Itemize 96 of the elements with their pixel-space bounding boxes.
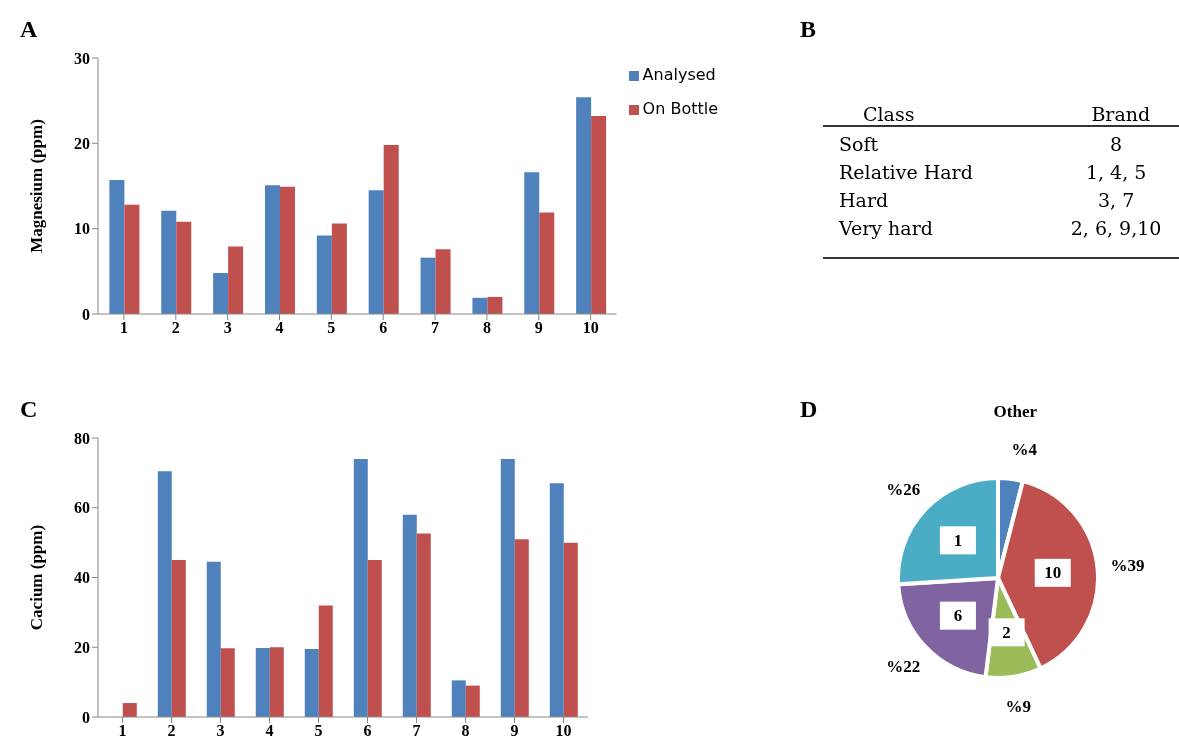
bar [206, 561, 221, 717]
bar [576, 97, 592, 314]
bar [161, 210, 177, 314]
bar [213, 273, 229, 314]
bar [383, 145, 399, 314]
bar [353, 458, 368, 717]
slice-label: 2 [1002, 622, 1011, 642]
bar [420, 257, 436, 314]
bar [304, 648, 319, 717]
bar [279, 186, 295, 314]
y-tick-label: 80 [74, 429, 90, 447]
slice-label: 10 [1044, 563, 1062, 583]
x-tick-label: 2 [171, 319, 180, 337]
bar [416, 533, 431, 717]
bar [171, 560, 186, 717]
bar [122, 703, 137, 717]
chart-title: A [20, 16, 38, 43]
y-tick-label: 0 [82, 708, 90, 726]
y-tick-label: 60 [74, 499, 90, 517]
x-tick-label: 5 [314, 722, 323, 740]
data-label: %22 [886, 657, 921, 677]
legend-label: On Bottle [642, 99, 718, 118]
x-tick-label: 9 [534, 319, 543, 337]
x-tick-label: 7 [431, 319, 440, 337]
chart-title: C [20, 396, 38, 423]
y-axis-title: Cacium (ppm) [27, 524, 47, 631]
x-tick-label: 6 [363, 722, 372, 740]
slice-label: Other [993, 401, 1038, 421]
bar [563, 542, 578, 717]
x-tick-label: 8 [461, 722, 470, 740]
x-tick-label: 1 [118, 722, 127, 740]
text: B [800, 16, 817, 43]
slice-label: 1 [953, 530, 963, 550]
legend-label: Analysed [642, 65, 716, 84]
bar [228, 246, 244, 314]
x-tick-label: 4 [265, 722, 274, 740]
text: 3, 7 [1096, 189, 1136, 211]
bar [220, 648, 235, 717]
bar [472, 297, 488, 314]
x-tick-label: 8 [482, 319, 491, 337]
text: Soft [838, 133, 880, 155]
x-tick-label: 10 [582, 319, 599, 337]
y-axis-title: Magnesium (ppm) [27, 119, 47, 253]
x-tick-label: 10 [555, 722, 572, 740]
y-tick-label: 30 [74, 49, 90, 67]
slice-label: 6 [953, 606, 963, 626]
text: 1, 4, 5 [1084, 161, 1148, 183]
x-tick-label: 4 [275, 319, 284, 337]
y-tick-label: 0 [82, 305, 90, 323]
bar [514, 539, 529, 717]
bar [318, 605, 333, 717]
text: Class [862, 103, 916, 125]
y-tick-label: 40 [74, 569, 90, 587]
y-tick-label: 20 [74, 638, 90, 656]
text: Relative Hard [838, 161, 974, 183]
bar [368, 190, 384, 314]
x-tick-label: 6 [379, 319, 388, 337]
bar [269, 647, 284, 717]
bar [451, 680, 466, 717]
bar [402, 514, 417, 717]
x-tick-label: 3 [223, 319, 232, 337]
text: Hard [838, 189, 890, 211]
bar [549, 483, 564, 717]
bar [316, 235, 332, 314]
bar [539, 212, 555, 314]
data-label: %26 [886, 479, 921, 499]
x-tick-label: 5 [327, 319, 336, 337]
bar [157, 471, 172, 717]
chart-title: D [800, 396, 818, 423]
y-tick-label: 20 [74, 135, 90, 153]
bar [255, 647, 270, 717]
text: Very hard [837, 217, 934, 239]
text: 2, 6, 9,10 [1069, 217, 1163, 239]
data-label: %9 [1005, 696, 1032, 716]
bar [176, 221, 192, 314]
bar [367, 560, 382, 717]
bar [264, 185, 280, 314]
bar [591, 116, 607, 314]
bar [500, 458, 515, 717]
bar [487, 296, 503, 314]
bar [524, 172, 540, 314]
data-label: %4 [1011, 439, 1038, 459]
x-tick-label: 1 [119, 319, 128, 337]
x-tick-label: 7 [412, 722, 421, 740]
bar [109, 180, 125, 314]
bar [465, 685, 480, 717]
x-tick-label: 2 [167, 722, 176, 740]
text: 8 [1109, 133, 1124, 155]
bar [124, 204, 140, 314]
bar [331, 223, 347, 314]
y-tick-label: 10 [74, 220, 90, 238]
bar [435, 249, 451, 314]
data-label: %39 [1110, 556, 1145, 576]
x-tick-label: 3 [216, 722, 225, 740]
x-tick-label: 9 [510, 722, 519, 740]
text: Brand [1090, 103, 1152, 125]
